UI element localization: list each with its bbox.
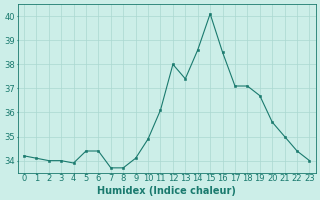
X-axis label: Humidex (Indice chaleur): Humidex (Indice chaleur) [97,186,236,196]
